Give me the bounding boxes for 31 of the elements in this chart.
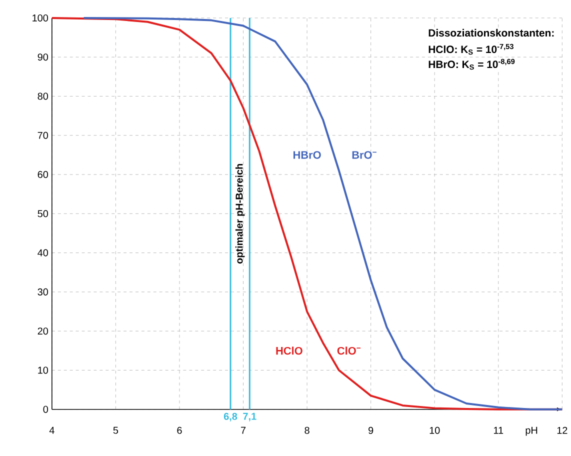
y-tick-label: 30: [38, 288, 48, 296]
y-tick-label: 60: [38, 170, 48, 178]
annotation: Dissoziationskonstanten:: [428, 28, 554, 36]
annotation: BrO$^{−}$: [352, 150, 376, 159]
x-tick-label: 12: [557, 426, 568, 434]
y-tick-label: 70: [38, 132, 48, 139]
x-tick-label: 6: [177, 426, 182, 434]
x-tick-label: 10: [430, 426, 440, 434]
y-tick-label: 90: [38, 53, 48, 60]
annotation: optimaler pH-Bereich: [235, 164, 245, 264]
y-tick-label: 50: [38, 210, 48, 218]
y-tick-label: 100: [32, 14, 48, 22]
x-tick-label: 4: [49, 426, 54, 434]
x-tick-label: 11: [494, 426, 504, 434]
x-tick-label: 7: [241, 426, 246, 434]
x-tick-label: 9: [368, 426, 374, 434]
annotation: ClO$^{−}$: [337, 346, 361, 355]
annotation: HBrO: [293, 150, 321, 159]
y-tick-label: 40: [38, 249, 48, 256]
annotation: HClO: [276, 346, 302, 355]
annotation: HBrO: K$_{S}$ = 10$^{-8,69}$: [428, 58, 515, 70]
ref-line-label: 6,8: [224, 412, 238, 422]
y-tick-label: 0: [43, 406, 48, 413]
x-tick-label: 8: [304, 426, 310, 434]
annotation: HClO: K$_{S}$ = 10$^{-7,53}$: [428, 44, 514, 55]
y-tick-label: 10: [38, 366, 48, 374]
y-tick-label: 20: [38, 327, 48, 334]
x-tick-label: 5: [113, 426, 118, 434]
x-axis-title: pH: [526, 426, 538, 436]
ref-line-label: 7,1: [243, 412, 256, 422]
y-tick-label: 80: [38, 92, 48, 100]
